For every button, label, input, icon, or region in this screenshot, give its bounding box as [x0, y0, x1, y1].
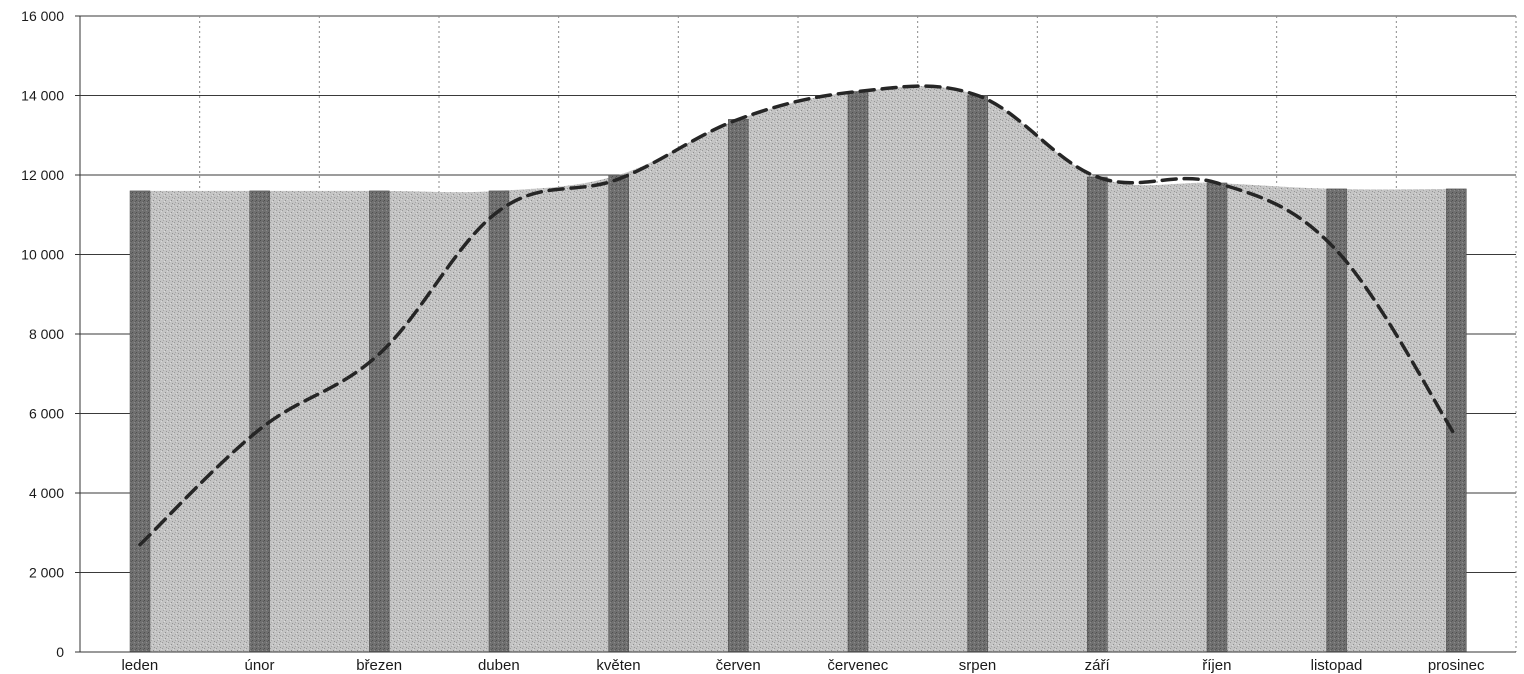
- bar-únor: [249, 190, 270, 653]
- y-tick-label: 4 000: [29, 485, 64, 501]
- x-tick-label: březen: [356, 657, 402, 674]
- y-axis-ticks: 0 2 000 4 000 6 000 8 000 10 000 12 000 14 000 1…: [21, 8, 80, 660]
- bar-září: [1087, 176, 1108, 653]
- x-tick-label: leden: [121, 657, 158, 674]
- y-tick-label: 0: [56, 644, 64, 660]
- bar-červenec: [847, 91, 869, 653]
- bar-prosinec: [1446, 188, 1467, 653]
- bar-duben: [488, 190, 510, 653]
- y-tick-label: 10 000: [21, 247, 64, 263]
- line-series: [138, 84, 1459, 547]
- y-tick-label: 14 000: [21, 88, 64, 104]
- x-tick-label: květen: [596, 657, 640, 674]
- x-tick-label: červen: [716, 657, 761, 674]
- bar-říjen: [1206, 182, 1228, 653]
- bar-srpen: [967, 95, 988, 653]
- x-tick-label: duben: [478, 657, 520, 674]
- bar-březen: [369, 190, 390, 653]
- x-axis-ticks: leden únor březen duben květen červen červenec…: [121, 657, 1485, 674]
- bar-leden: [129, 190, 151, 653]
- x-tick-label: říjen: [1202, 657, 1231, 674]
- line-path: [138, 84, 1459, 547]
- y-tick-label: 8 000: [29, 326, 64, 342]
- y-tick-label: 6 000: [29, 406, 64, 422]
- area-fill: [140, 86, 1457, 652]
- x-tick-label: listopad: [1311, 657, 1363, 674]
- x-tick-label: prosinec: [1428, 657, 1485, 674]
- area-series: [140, 86, 1457, 652]
- x-tick-label: srpen: [959, 657, 997, 674]
- x-tick-label: září: [1085, 657, 1111, 674]
- bar-červen: [728, 119, 749, 653]
- y-tick-label: 12 000: [21, 167, 64, 183]
- bar-květen: [608, 174, 629, 653]
- y-tick-label: 16 000: [21, 8, 64, 24]
- y-tick-label: 2 000: [29, 565, 64, 581]
- x-tick-label: únor: [244, 657, 274, 674]
- x-tick-label: červenec: [827, 657, 888, 674]
